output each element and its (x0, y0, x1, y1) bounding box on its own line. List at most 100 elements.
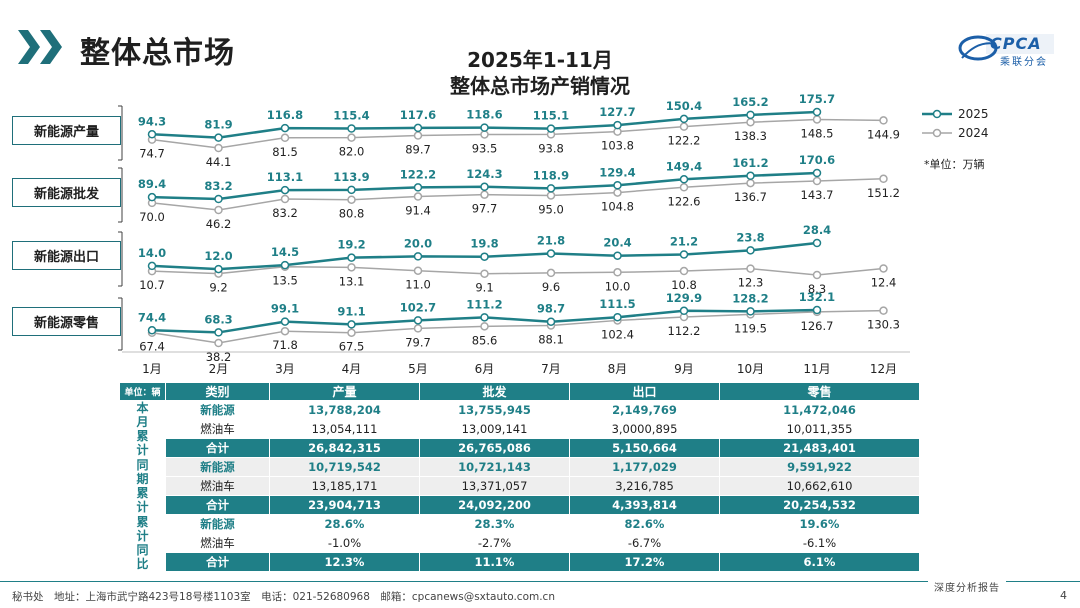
data-label-2024: 82.0 (339, 145, 365, 159)
data-label-2024: 38.2 (206, 350, 232, 364)
data-label-2024: 104.8 (601, 200, 634, 214)
data-label-2025: 117.6 (400, 108, 436, 122)
data-point-2024 (480, 269, 489, 278)
group-label-char: 本 (136, 401, 149, 415)
data-label-2025: 83.2 (204, 179, 232, 193)
data-point-2024 (746, 117, 755, 127)
x-tick-label: 9月 (674, 362, 694, 376)
data-point-2024 (214, 338, 223, 348)
data-label-2024: 67.4 (139, 340, 165, 354)
data-label-2024: 112.2 (668, 324, 701, 338)
table-cell: -6.7% (569, 533, 720, 553)
data-label-2024: 10.7 (139, 278, 165, 292)
data-point-2025 (280, 123, 290, 133)
data-point-2024 (546, 191, 556, 200)
data-label-2025: 23.8 (736, 230, 764, 244)
legend-item-2024: 2024 (922, 126, 989, 140)
data-point-2025 (280, 260, 290, 270)
data-label-2024: 8.3 (808, 282, 826, 296)
data-point-2025 (214, 133, 223, 142)
data-point-2024 (480, 130, 489, 139)
panel-label-retail: 新能源零售 (12, 307, 121, 336)
data-point-2024 (347, 328, 356, 337)
table-cell: 26,765,086 (419, 438, 570, 458)
page-title: 整体总市场 (80, 36, 235, 71)
data-label-2025: 127.7 (599, 105, 635, 119)
data-label-2024: 122.6 (668, 194, 701, 208)
group-label-char: 计 (136, 500, 149, 514)
data-point-2024 (812, 176, 822, 186)
row-category: 燃油车 (165, 476, 270, 496)
data-label-2024: 151.2 (867, 186, 900, 200)
page-number: 4 (1060, 589, 1067, 602)
data-label-2024: 12.4 (871, 275, 897, 289)
data-label-2024: 79.7 (405, 335, 431, 349)
data-label-2025: 19.2 (337, 238, 365, 252)
data-point-2024 (879, 116, 888, 125)
chevron-right-icon (18, 30, 40, 64)
data-label-2025: 132.1 (799, 290, 835, 304)
data-label-2025: 14.0 (138, 246, 166, 260)
data-point-2025 (147, 326, 157, 335)
data-point-2025 (280, 317, 290, 326)
data-label-2025: 122.2 (400, 167, 436, 181)
data-label-2024: 13.5 (272, 274, 298, 288)
footer-divider (0, 581, 1080, 582)
data-point-2025 (413, 252, 423, 261)
row-category: 合计 (165, 495, 270, 515)
footer-contact: 秘书处 地址：上海市武宁路423号18号楼1103室 电话：021-526809… (12, 591, 555, 603)
data-point-2025 (480, 182, 489, 192)
data-point-2025 (280, 185, 290, 195)
x-tick-label: 4月 (342, 362, 362, 376)
data-point-2025 (812, 238, 822, 248)
data-point-2024 (413, 192, 423, 201)
row-category: 新能源 (165, 400, 270, 420)
data-label-2025: 113.1 (267, 170, 303, 184)
data-point-2025 (147, 192, 157, 202)
data-label-2024: 71.8 (272, 338, 298, 352)
table-cell: 6.1% (719, 552, 920, 572)
data-label-2025: 161.2 (732, 156, 768, 170)
data-label-2024: 97.7 (472, 202, 498, 216)
cpca-logo-icon (958, 34, 1054, 61)
data-label-2024: 89.7 (405, 143, 431, 157)
line-chart: 1月 2月 3月 4月 5月 6月 7月 8月 9月 10月 11月 12月 74.7 44.1 81.5 8… (118, 92, 910, 376)
data-point-2024 (214, 205, 223, 215)
data-point-2025 (480, 123, 489, 132)
data-label-2025: 111.5 (599, 297, 635, 311)
data-point-2024 (746, 178, 755, 188)
table-cell: 4,393,814 (569, 495, 720, 515)
group-label-char: 同 (136, 543, 149, 557)
table-row: 燃油车 13,185,171 13,371,057 3,216,785 10,662,6… (120, 476, 920, 496)
group-label-char: 期 (136, 472, 149, 486)
row-category: 燃油车 (165, 533, 270, 553)
group-label-char: 同 (136, 458, 149, 472)
table-cell: 10,721,143 (419, 457, 570, 477)
data-label-2025: 149.4 (666, 159, 702, 173)
row-category: 新能源 (165, 457, 270, 477)
table-cell: 11.1% (419, 552, 570, 572)
group-label: 同期累计 (119, 457, 166, 515)
table-cell: 11,472,046 (719, 400, 920, 420)
table-cell: 24,092,200 (419, 495, 570, 515)
x-tick-label: 1月 (142, 362, 162, 376)
data-label-2024: 11.0 (405, 278, 431, 292)
group-label-char: 累 (136, 429, 149, 443)
data-point-2025 (347, 124, 356, 133)
group-label-char: 月 (136, 415, 149, 429)
data-label-2025: 150.4 (666, 99, 702, 113)
data-label-2025: 28.4 (803, 223, 831, 237)
data-label-2025: 21.2 (670, 234, 698, 248)
data-point-2025 (679, 306, 689, 316)
data-point-2025 (347, 185, 356, 195)
table-cell: 5,150,664 (569, 438, 720, 458)
data-label-2025: 124.3 (466, 167, 502, 181)
data-label-2025: 129.4 (599, 165, 635, 179)
data-label-2025: 113.9 (333, 170, 369, 184)
table-cell: 3,216,785 (569, 476, 720, 496)
data-point-2024 (413, 266, 423, 275)
table-cell: 20,254,532 (719, 495, 920, 515)
table-header-row: 单位：辆 类别 产量 批发 出口 零售 (119, 382, 920, 401)
data-point-2024 (812, 115, 822, 124)
data-label-2024: 44.1 (206, 155, 232, 169)
